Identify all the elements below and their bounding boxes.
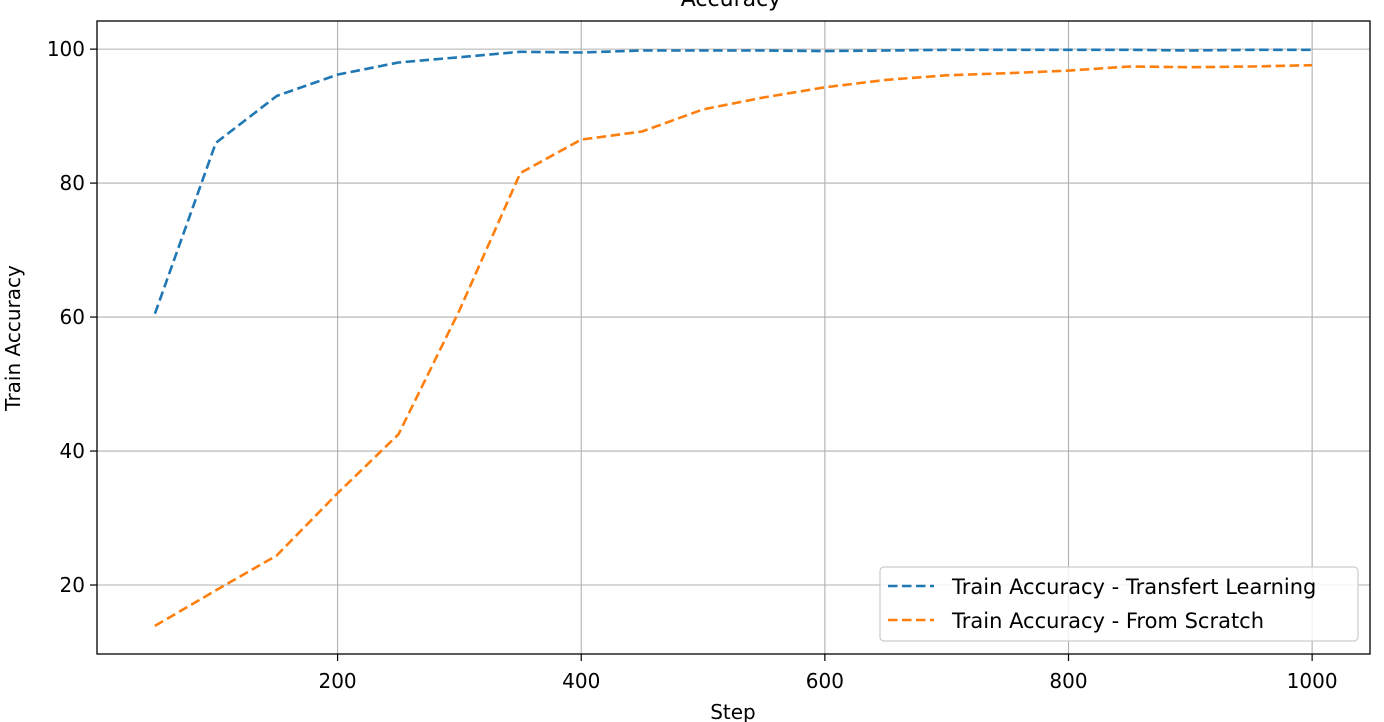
x-tick-label: 800 <box>1049 669 1087 693</box>
y-tick-label: 60 <box>60 305 85 329</box>
y-tick-label: 20 <box>60 573 85 597</box>
series-line-from-scratch <box>154 63 1313 628</box>
x-axis-label: Step <box>710 700 756 722</box>
chart-title: Accuracy <box>681 0 781 12</box>
series-lines <box>153 48 1313 628</box>
y-tick-label: 100 <box>47 37 85 61</box>
legend-label-transfert-learning: Train Accuracy - Transfert Learning <box>951 575 1316 599</box>
legend-label-from-scratch: Train Accuracy - From Scratch <box>951 609 1264 633</box>
y-tick-label: 40 <box>60 439 85 463</box>
grid <box>97 21 1370 654</box>
x-tick-label: 600 <box>806 669 844 693</box>
legend: Train Accuracy - Transfert Learning Trai… <box>879 566 1359 642</box>
plot-frame <box>96 20 1371 655</box>
x-tick-label: 1000 <box>1287 669 1338 693</box>
axis-ticks: 200 400 600 800 1000 20 40 60 80 100 <box>47 37 1338 693</box>
series-line-transfert-learning <box>153 48 1313 315</box>
y-tick-label: 80 <box>60 171 85 195</box>
y-axis-label: Train Accuracy <box>1 265 25 412</box>
x-tick-label: 200 <box>318 669 356 693</box>
legend-box <box>879 566 1359 642</box>
x-tick-label: 400 <box>562 669 600 693</box>
